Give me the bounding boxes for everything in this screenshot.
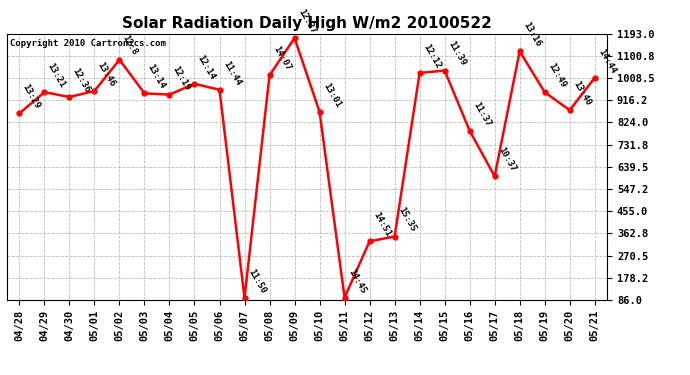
Text: 15:35: 15:35 <box>396 206 417 234</box>
Text: 14:51: 14:51 <box>371 211 392 238</box>
Text: 12:12: 12:12 <box>421 42 442 70</box>
Text: 11:37: 11:37 <box>471 100 492 128</box>
Text: 13:46: 13:46 <box>96 60 117 88</box>
Text: 12:49: 12:49 <box>546 62 567 89</box>
Text: 14:45: 14:45 <box>346 267 367 295</box>
Text: Copyright 2010 Cartronics.com: Copyright 2010 Cartronics.com <box>10 39 166 48</box>
Text: 13:21: 13:21 <box>46 62 67 89</box>
Text: 14:44: 14:44 <box>596 47 618 75</box>
Text: 13:16: 13:16 <box>521 21 542 48</box>
Text: 12:8: 12:8 <box>121 34 139 57</box>
Text: 13:01: 13:01 <box>321 81 342 109</box>
Text: 12:36: 12:36 <box>71 66 92 94</box>
Text: 11:39: 11:39 <box>446 40 467 68</box>
Title: Solar Radiation Daily High W/m2 20100522: Solar Radiation Daily High W/m2 20100522 <box>122 16 492 31</box>
Text: 12:14: 12:14 <box>196 53 217 81</box>
Text: 14:07: 14:07 <box>271 45 292 73</box>
Text: 13:40: 13:40 <box>571 80 592 108</box>
Text: 13:29: 13:29 <box>21 83 42 111</box>
Text: 10:37: 10:37 <box>496 146 518 174</box>
Text: 13:14: 13:14 <box>146 63 167 91</box>
Text: 11:50: 11:50 <box>246 267 267 295</box>
Text: 11:44: 11:44 <box>221 59 242 87</box>
Text: 12:27: 12:27 <box>296 8 317 35</box>
Text: 12:19: 12:19 <box>171 64 192 92</box>
